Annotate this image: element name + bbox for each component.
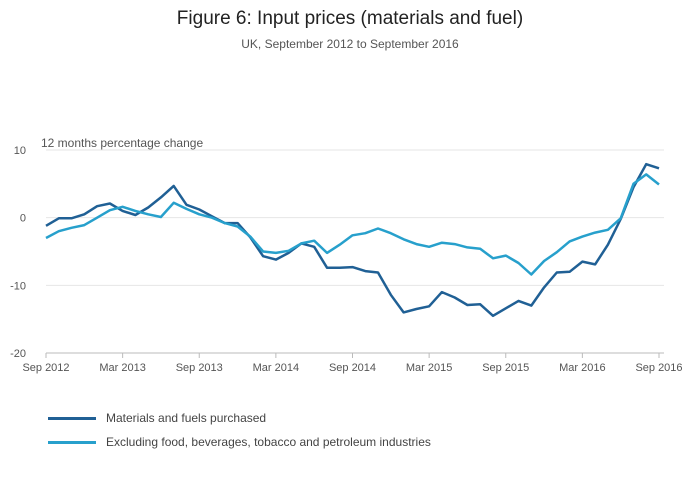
series-line-1 xyxy=(45,173,660,276)
y-tick-label: -10 xyxy=(10,280,26,292)
x-tick-label: Mar 2016 xyxy=(559,362,605,374)
y-tick-label: 0 xyxy=(20,213,26,225)
legend-item-excluding[interactable]: Excluding food, beverages, tobacco and p… xyxy=(48,430,431,454)
x-tick-label: Mar 2015 xyxy=(406,362,452,374)
series-line-0 xyxy=(45,162,660,318)
x-axis: Sep 2012 Mar 2013 Sep 2013 Mar 2014 Sep 2014… xyxy=(22,353,683,374)
chart-title: Figure 6: Input prices (materials and fu… xyxy=(176,8,524,29)
legend-label-materials: Materials and fuels purchased xyxy=(106,411,267,425)
x-tick-label: Sep 2012 xyxy=(22,362,69,374)
x-tick-label: Sep 2013 xyxy=(176,362,223,374)
y-axis-ticks: 10 0 -10 -20 xyxy=(10,145,26,360)
legend-label-excluding: Excluding food, beverages, tobacco and p… xyxy=(106,435,431,449)
x-tick-label: Sep 2016 xyxy=(635,362,682,374)
legend-swatch-excluding xyxy=(48,440,96,444)
legend: Materials and fuels purchased Excluding … xyxy=(48,406,431,454)
series-lines xyxy=(45,162,660,318)
legend-swatch-materials xyxy=(48,416,96,420)
chart-subtitle: UK, September 2012 to September 2016 xyxy=(241,37,459,51)
x-tick-label: Sep 2015 xyxy=(482,362,529,374)
x-tick-label: Mar 2013 xyxy=(99,362,145,374)
x-tick-label: Mar 2014 xyxy=(253,362,299,374)
gridlines xyxy=(46,149,664,354)
y-tick-label: -20 xyxy=(10,348,26,360)
legend-item-materials[interactable]: Materials and fuels purchased xyxy=(48,406,431,430)
y-axis-label: 12 months percentage change xyxy=(41,136,203,150)
x-tick-label: Sep 2014 xyxy=(329,362,376,374)
line-chart: 12 months percentage change 10 0 -10 -20 Se… xyxy=(10,136,683,374)
y-tick-label: 10 xyxy=(14,145,26,157)
